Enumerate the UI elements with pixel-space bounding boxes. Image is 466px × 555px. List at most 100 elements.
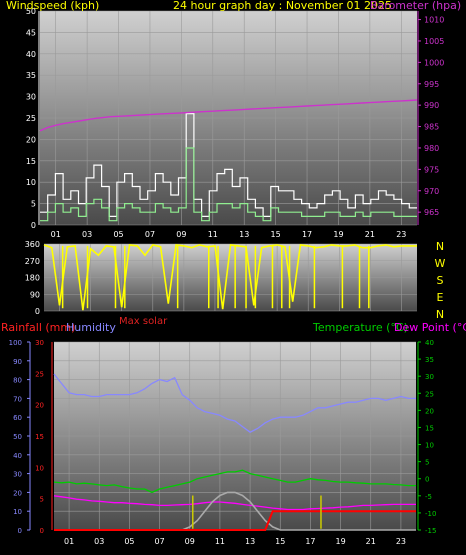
series-barometer	[39, 99, 418, 132]
humidity-y-tick: 90	[13, 358, 22, 366]
compass-tick: S	[437, 274, 444, 287]
humidity-y-tick: 0	[18, 527, 22, 535]
series-gust	[40, 113, 417, 217]
wind-y-tick: 10	[26, 178, 36, 187]
humidity-y-tick: 70	[13, 395, 22, 403]
humidity-y-tick: 20	[13, 489, 22, 497]
wind-y-tick: 5	[31, 200, 36, 209]
graph-day-title: 24 hour graph day : November 01 2025	[173, 0, 392, 12]
temp-x-tick: 01	[64, 537, 74, 546]
rain-y-tick: 10	[35, 464, 44, 472]
series-temperature	[53, 469, 416, 494]
baro-y-tick: 980	[424, 144, 439, 153]
series-direction	[43, 243, 417, 311]
direction-y-tick: 0	[35, 307, 40, 316]
compass-tick: W	[435, 257, 446, 270]
temp-x-tick: 07	[154, 537, 164, 546]
temp-y-tick: 0	[425, 476, 429, 484]
rain-y-tick: 25	[35, 370, 44, 378]
temp-y-tick: 25	[425, 390, 434, 398]
humidity-y-tick: 60	[13, 414, 22, 422]
baro-y-tick: 1005	[424, 37, 444, 46]
rain-y-tick: 5	[40, 496, 44, 504]
temp-x-tick: 15	[275, 537, 285, 546]
baro-y-tick: 985	[424, 123, 439, 132]
wind-y-ticks: 0 5 10 15 20 25 30 35 40 45 50	[26, 7, 40, 230]
wind-x-tick: 15	[271, 230, 281, 239]
temp-series	[53, 373, 416, 531]
baro-y-tick: 1010	[424, 16, 444, 25]
temp-x-tick: 21	[366, 537, 376, 546]
wind-y-tick: 40	[26, 50, 36, 59]
baro-y-tick: 1000	[424, 58, 444, 67]
temp-x-tick: 17	[305, 537, 315, 546]
compass-tick: E	[437, 291, 444, 304]
series-rain	[54, 510, 416, 531]
series-dewpoint	[53, 495, 416, 511]
rain-y-tick: 20	[35, 402, 44, 410]
baro-y-tick: 995	[424, 80, 439, 89]
wind-y-tick: 15	[26, 157, 36, 166]
temp-y-tick: 5	[425, 459, 429, 467]
rainfall-label: Rainfall (mm)	[1, 321, 75, 334]
humidity-y-ticks: 0 10 20 30 40 50 60 70 80 90 100	[9, 339, 31, 535]
rain-y-tick: 15	[35, 433, 44, 441]
temp-x-ticks: 01 03 05 07 09 11 13 15 17 19 21 23	[64, 537, 406, 546]
temperature-label: Temperature (°C)	[312, 321, 408, 334]
temp-x-tick: 03	[94, 537, 104, 546]
max-solar-label: Max solar	[119, 316, 168, 327]
wind-y-tick: 35	[26, 71, 36, 80]
humidity-y-tick: 10	[13, 508, 22, 516]
direction-series	[43, 243, 417, 311]
temp-x-tick: 11	[215, 537, 225, 546]
wind-x-tick: 07	[145, 230, 155, 239]
rain-y-ticks: 0 5 10 15 20 25 30	[35, 339, 53, 535]
compass-tick: N	[436, 308, 444, 321]
temp-x-tick: 13	[245, 537, 255, 546]
baro-y-ticks: 965 970 975 980 985 990 995 1000 1005 1010	[417, 11, 444, 225]
wind-x-tick: 11	[208, 230, 218, 239]
wind-x-tick: 23	[396, 230, 406, 239]
temp-y-tick: -10	[425, 510, 436, 518]
temp-x-tick: 09	[185, 537, 195, 546]
windspeed-label: Windspeed (kph)	[6, 0, 99, 12]
humidity-label: Humidity	[66, 321, 116, 334]
dewpoint-label: Dew Point (°C)	[394, 321, 466, 334]
wind-y-tick: 25	[26, 114, 36, 123]
compass-tick: N	[436, 240, 444, 253]
wind-y-tick: 0	[31, 221, 36, 230]
direction-y-ticks: 0 90 180 270 360	[25, 240, 40, 316]
humidity-y-tick: 100	[9, 339, 22, 347]
wind-x-tick: 05	[113, 230, 123, 239]
humidity-y-tick: 30	[13, 471, 22, 479]
wind-x-ticks: 01 03 05 07 09 11 13 15 17 19 21 23	[51, 230, 407, 239]
wind-x-tick: 09	[176, 230, 186, 239]
rain-y-tick: 0	[40, 527, 44, 535]
wind-x-tick: 17	[302, 230, 312, 239]
wind-y-tick: 50	[26, 7, 36, 16]
wind-y-tick: 30	[26, 93, 36, 102]
wind-grid	[40, 10, 417, 226]
direction-y-tick: 90	[30, 290, 40, 299]
wind-x-tick: 03	[82, 230, 92, 239]
temp-y-tick: -15	[425, 527, 436, 535]
series-humidity	[53, 373, 416, 433]
wind-y-tick: 45	[26, 28, 36, 37]
wind-series	[39, 99, 418, 222]
temp-y-tick: 20	[425, 407, 434, 415]
humidity-y-tick: 40	[13, 452, 22, 460]
series-average	[40, 147, 417, 222]
wind-x-tick: 19	[333, 230, 343, 239]
baro-y-tick: 990	[424, 101, 439, 110]
baro-y-tick: 975	[424, 165, 439, 174]
direction-grid	[44, 243, 417, 312]
temp-x-tick: 23	[396, 537, 406, 546]
temp-y-tick: -5	[425, 493, 432, 501]
direction-y-tick: 360	[25, 240, 40, 249]
temp-y-tick: 10	[425, 442, 434, 450]
temp-y-ticks: -15 -10 -5 0 5 10 15 20 25 30 35 40	[417, 339, 436, 535]
baro-y-tick: 970	[424, 187, 439, 196]
